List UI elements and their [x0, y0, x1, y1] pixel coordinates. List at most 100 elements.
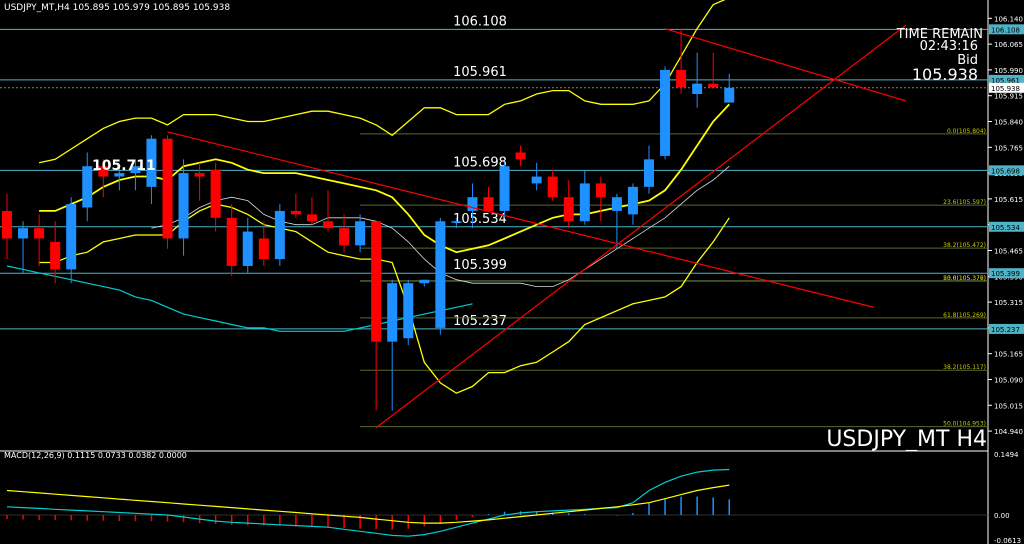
candle-body	[403, 283, 414, 339]
fib-label: 61.8(105.269)	[943, 312, 986, 319]
macd-tick-label: 0.00	[994, 512, 1010, 520]
fib-label: 0.0(105.804)	[947, 128, 986, 135]
macd-signal-line	[6, 484, 730, 524]
fib-label: 38.2(105.117)	[943, 364, 986, 371]
bid-value: 105.938	[912, 65, 978, 84]
current-price-label: 105.938	[991, 85, 1020, 93]
y-tick-label: 106.065	[994, 41, 1023, 49]
level-label: 105.534	[453, 212, 507, 227]
time-remain-value: 02:43:16	[920, 39, 978, 54]
y-tick-label: 104.940	[994, 428, 1023, 436]
level-axis-tag	[989, 74, 1024, 85]
candle-body	[515, 152, 526, 160]
candle-body	[162, 138, 173, 239]
level-axis-tag	[989, 221, 1024, 232]
candle-body	[114, 173, 125, 177]
y-tick-label: 105.915	[994, 93, 1023, 101]
level-axis-label: 105.698	[991, 167, 1020, 175]
y-tick-label: 105.165	[994, 351, 1023, 359]
fib-label: 23.6(105.377)	[943, 275, 986, 282]
bid-label: Bid	[957, 53, 978, 68]
level-axis-tag	[989, 268, 1024, 279]
candle-body	[210, 169, 221, 218]
candle-body	[531, 176, 542, 184]
level-axis-tag	[989, 323, 1024, 334]
candle-body	[178, 173, 189, 239]
candle-body	[306, 214, 317, 222]
level-axis-label: 106.108	[991, 26, 1020, 34]
grid	[0, 0, 989, 544]
y-tick-label: 105.615	[994, 196, 1023, 204]
level-label: 105.698	[453, 155, 507, 170]
candle-body	[18, 228, 29, 239]
macd-info: MACD(12,26,9) 0.1115 0.0733 0.0382 0.000…	[4, 451, 187, 460]
level-label: 105.961	[453, 65, 507, 80]
macd-panel: 0.1494 0.00 -0.0613	[0, 451, 1021, 544]
y-tick-label: 105.315	[994, 299, 1023, 307]
candle-body	[194, 173, 205, 177]
trendlines[interactable]	[167, 24, 907, 429]
candle-body	[644, 159, 654, 187]
candle-body	[226, 217, 237, 266]
candle-body	[451, 221, 462, 223]
bollinger-lower-line	[39, 203, 730, 394]
candle-body	[563, 197, 574, 222]
candle-body	[274, 210, 285, 260]
candle-body	[258, 238, 269, 260]
fib-label: 38.2(105.472)	[943, 242, 986, 249]
trendline	[375, 24, 907, 429]
candle-body	[547, 176, 558, 198]
candle-body	[387, 283, 398, 342]
fib-label: 23.6(105.597)	[943, 199, 986, 206]
level-axis-label: 105.237	[991, 326, 1020, 334]
level-label: 106.108	[453, 14, 507, 29]
candle-body	[371, 221, 382, 342]
y-tick-label: 105.465	[994, 247, 1023, 255]
candle-body	[595, 183, 606, 198]
candles: 105.711	[2, 28, 735, 411]
candle-body	[467, 197, 478, 211]
level-axis-tag	[989, 24, 1024, 35]
candle-body	[323, 221, 333, 229]
level-label: 105.237	[453, 314, 507, 329]
candle-body	[339, 228, 350, 246]
candle-body	[419, 279, 430, 284]
candle-body	[611, 197, 622, 211]
time-remain-label: TIME REMAIN	[896, 27, 983, 42]
candle-body	[660, 69, 671, 156]
price-axis: 106.140 106.065 105.990 105.915 105.840 105.7…	[988, 15, 1024, 436]
candle-body	[146, 138, 157, 187]
trendline	[664, 28, 906, 102]
candle-body	[130, 166, 141, 174]
y-tick-label: 105.840	[994, 119, 1023, 127]
macd-tick-label: -0.0613	[994, 537, 1021, 544]
fib-label: 50.0(105.376)	[943, 275, 986, 282]
candle-body	[50, 241, 61, 270]
level-axis-tag	[989, 165, 1024, 176]
candle-body	[483, 197, 494, 211]
candle-body	[435, 221, 446, 328]
candle-body	[355, 221, 366, 246]
candle-body	[242, 231, 253, 266]
candle-body	[579, 183, 590, 222]
bollinger-upper-line	[38, 0, 726, 164]
candle-body	[66, 204, 77, 270]
y-tick-label: 105.765	[994, 144, 1023, 152]
level-label: 105.399	[453, 258, 507, 273]
candle-body	[82, 166, 93, 208]
candle-body	[290, 210, 301, 215]
candle-body	[724, 87, 735, 103]
fib-label: 50.0(104.953)	[943, 421, 986, 428]
candle-body	[499, 166, 510, 211]
current-price-tag	[989, 82, 1024, 93]
level-axis-label: 105.961	[991, 77, 1020, 85]
candle-body	[98, 166, 109, 177]
y-tick-label: 106.140	[994, 15, 1023, 23]
candle-body	[708, 83, 719, 88]
candle-body	[34, 228, 45, 239]
candle-body	[692, 83, 703, 94]
candle-body	[676, 69, 687, 88]
candle-body	[627, 186, 638, 215]
